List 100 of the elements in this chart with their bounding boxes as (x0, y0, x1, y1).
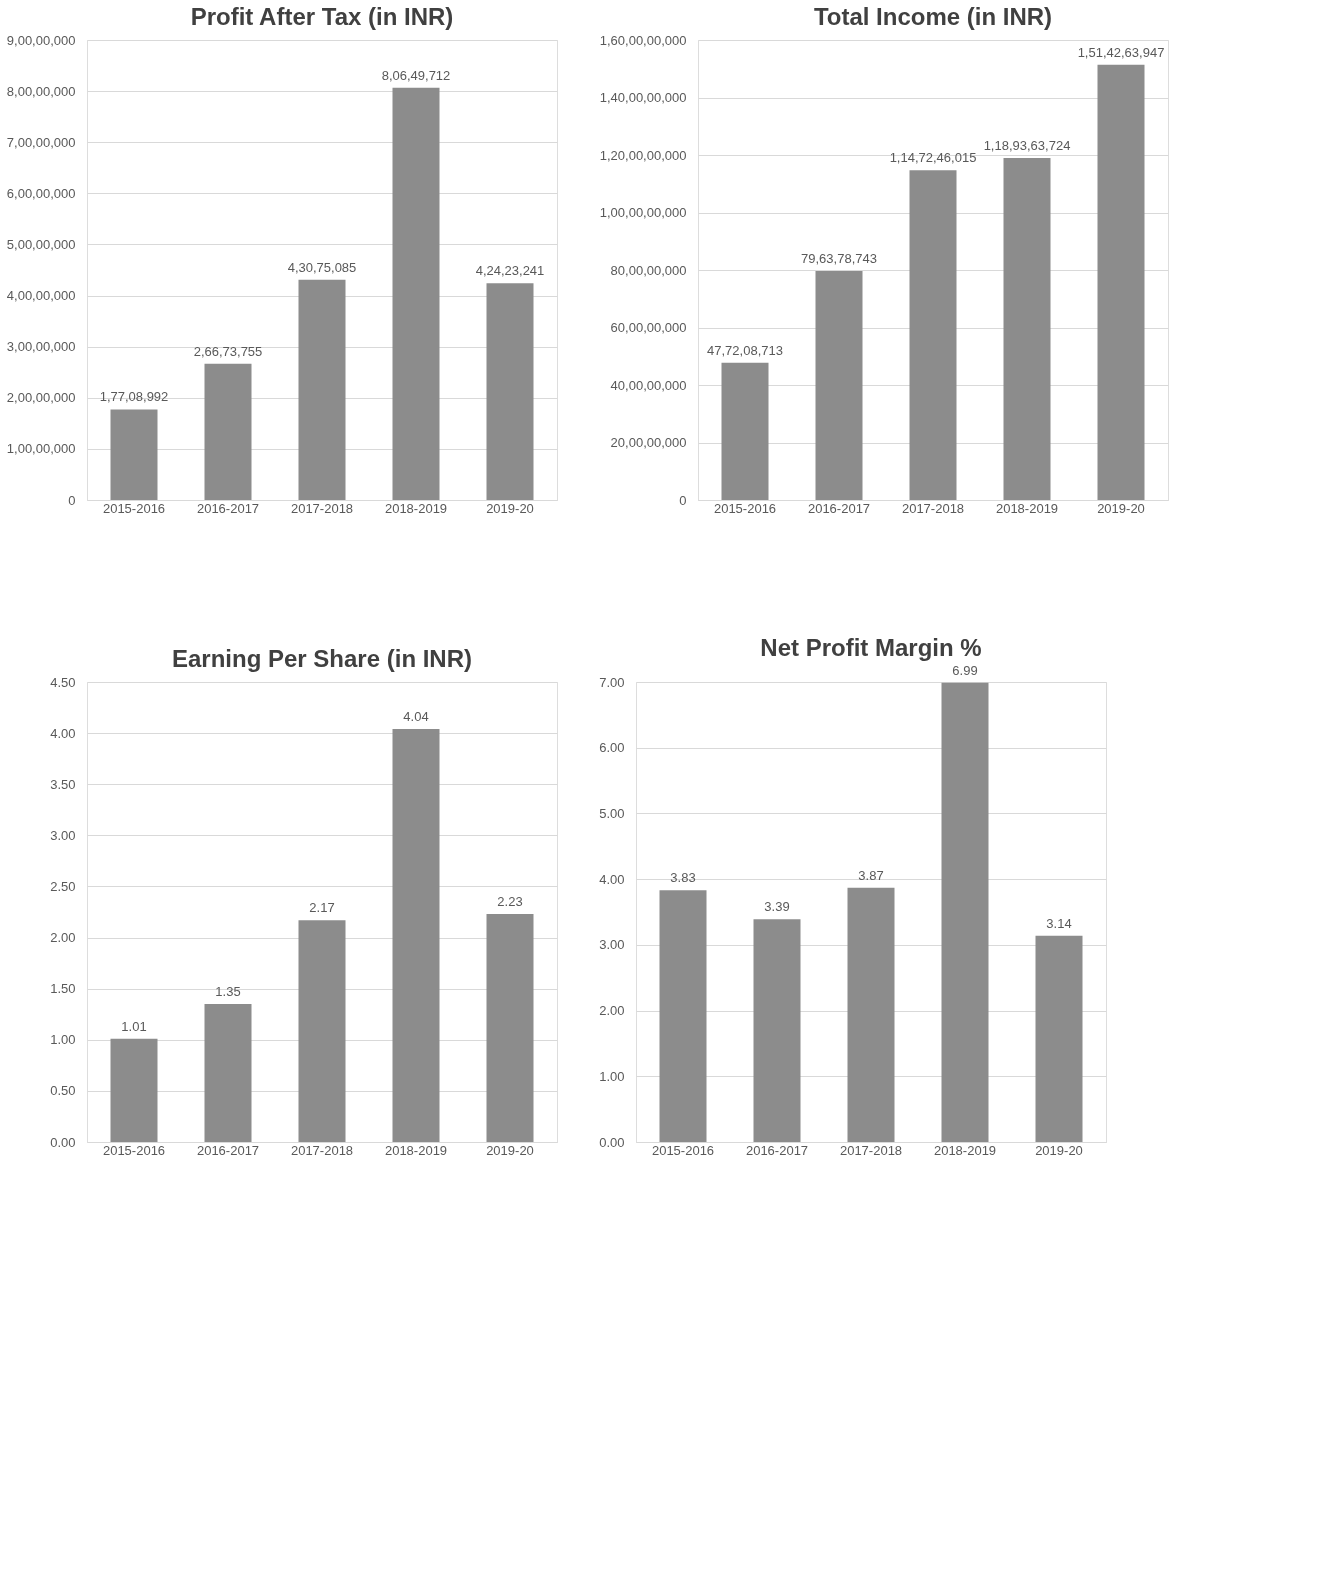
bar (1097, 64, 1145, 500)
y-tick-label: 2.00 (50, 930, 76, 946)
bar (486, 283, 534, 500)
chart-title: Profit After Tax (in INR) (190, 3, 454, 30)
data-label: 1,14,72,46,015 (889, 150, 977, 166)
data-label: 3.83 (670, 870, 696, 886)
data-label: 6.99 (952, 662, 978, 678)
bar (298, 920, 346, 1142)
y-tick-label: 1,60,00,00,000 (599, 32, 687, 48)
y-tick-label: 1.00 (50, 1032, 76, 1048)
bar (204, 1004, 252, 1142)
y-tick-label: 1,00,00,000 (6, 441, 76, 457)
y-tick-label: 4.50 (50, 674, 76, 690)
bar (486, 914, 534, 1142)
y-tick-label: 6,00,00,000 (6, 185, 76, 201)
x-tick-label: 2018-2019 (933, 1142, 997, 1158)
data-label: 4.04 (403, 709, 429, 725)
y-tick-label: 7,00,00,000 (6, 134, 76, 150)
data-label: 2,66,73,755 (193, 343, 263, 359)
x-tick-label: 2019-20 (1097, 500, 1145, 516)
data-label: 1.01 (121, 1018, 147, 1034)
x-tick-label: 2019-20 (486, 1142, 534, 1158)
x-tick-label: 2018-2019 (384, 1142, 448, 1158)
y-tick-label: 5.00 (599, 805, 625, 821)
y-tick-label: 5,00,00,000 (6, 236, 76, 252)
y-tick-label: 0 (68, 492, 76, 508)
y-tick-label: 3.00 (599, 937, 625, 953)
data-label: 4,24,23,241 (475, 263, 545, 279)
data-label: 3.39 (764, 899, 790, 915)
x-tick-label: 2019-20 (1035, 1142, 1083, 1158)
y-tick-label: 60,00,00,000 (610, 320, 687, 335)
y-tick-label: 1,40,00,00,000 (599, 90, 687, 105)
bar (110, 409, 158, 500)
y-tick-label: 4.00 (50, 725, 76, 741)
bar (753, 919, 801, 1142)
bar (392, 87, 440, 500)
x-tick-label: 2016-2017 (745, 1142, 809, 1158)
y-tick-label: 9,00,00,000 (6, 32, 76, 48)
y-tick-label: 3,00,00,000 (6, 339, 76, 355)
x-tick-label: 2015-2016 (651, 1142, 715, 1158)
bar (204, 363, 252, 500)
data-label: 1,77,08,992 (99, 389, 169, 405)
x-tick-label: 2017-2018 (290, 1142, 354, 1158)
bar (392, 729, 440, 1142)
x-tick-label: 2017-2018 (901, 500, 965, 516)
x-tick-label: 2017-2018 (290, 500, 354, 516)
data-label: 1.35 (215, 984, 241, 999)
data-label: 8,06,49,712 (381, 67, 451, 83)
y-tick-label: 1.00 (599, 1068, 625, 1084)
chart-title: Net Profit Margin % (760, 633, 982, 661)
data-label: 1,18,93,63,724 (983, 138, 1071, 154)
y-tick-label: 8,00,00,000 (6, 83, 76, 99)
y-tick-label: 80,00,00,000 (610, 262, 687, 278)
data-label: 1,51,42,63,947 (1077, 44, 1165, 60)
y-tick-label: 1,00,00,00,000 (599, 205, 687, 220)
x-tick-label: 2016-2017 (807, 500, 871, 516)
chart-title: Earning Per Share (in INR) (171, 645, 473, 672)
y-tick-label: 2.50 (50, 878, 76, 894)
y-tick-label: 3.00 (50, 827, 76, 843)
x-tick-label: 2015-2016 (102, 1142, 166, 1158)
y-tick-label: 2.00 (599, 1003, 625, 1019)
data-label: 79,63,78,743 (801, 251, 877, 267)
bar (1035, 935, 1083, 1142)
x-tick-label: 2018-2019 (995, 500, 1059, 516)
x-tick-label: 2018-2019 (384, 500, 448, 516)
y-tick-label: 4,00,00,000 (6, 288, 76, 304)
bar (815, 271, 863, 500)
bar (110, 1038, 158, 1142)
data-label: 2.17 (309, 900, 335, 916)
bar (298, 279, 346, 500)
y-tick-label: 40,00,00,000 (610, 377, 687, 393)
bar (1003, 158, 1051, 500)
x-tick-label: 2017-2018 (839, 1142, 903, 1158)
y-tick-label: 0 (679, 492, 687, 508)
y-tick-label: 1.50 (50, 981, 76, 997)
y-tick-label: 3.50 (50, 776, 76, 792)
chart-title: Total Income (in INR) (813, 3, 1053, 30)
y-tick-label: 1,20,00,00,000 (599, 147, 687, 163)
y-tick-label: 4.00 (599, 871, 625, 887)
y-tick-label: 0.00 (599, 1134, 625, 1150)
data-label: 4,30,75,085 (287, 259, 357, 275)
y-tick-label: 6.00 (599, 740, 625, 756)
y-tick-label: 0.50 (50, 1083, 76, 1099)
bar (659, 890, 707, 1142)
x-tick-label: 2019-20 (486, 500, 534, 516)
bar (847, 887, 895, 1142)
data-label: 47,72,08,713 (707, 342, 783, 358)
x-tick-label: 2015-2016 (713, 500, 777, 516)
bar (909, 170, 957, 500)
x-tick-label: 2016-2017 (196, 500, 260, 516)
y-tick-label: 2,00,00,000 (6, 390, 76, 406)
bar (941, 682, 989, 1142)
data-label: 3.14 (1046, 915, 1072, 931)
y-tick-label: 0.00 (50, 1134, 76, 1150)
bar (721, 362, 769, 500)
y-tick-label: 20,00,00,000 (610, 435, 687, 450)
data-label: 2.23 (497, 894, 523, 910)
x-tick-label: 2016-2017 (196, 1142, 260, 1158)
x-tick-label: 2015-2016 (102, 500, 166, 516)
data-label: 3.87 (858, 867, 884, 883)
